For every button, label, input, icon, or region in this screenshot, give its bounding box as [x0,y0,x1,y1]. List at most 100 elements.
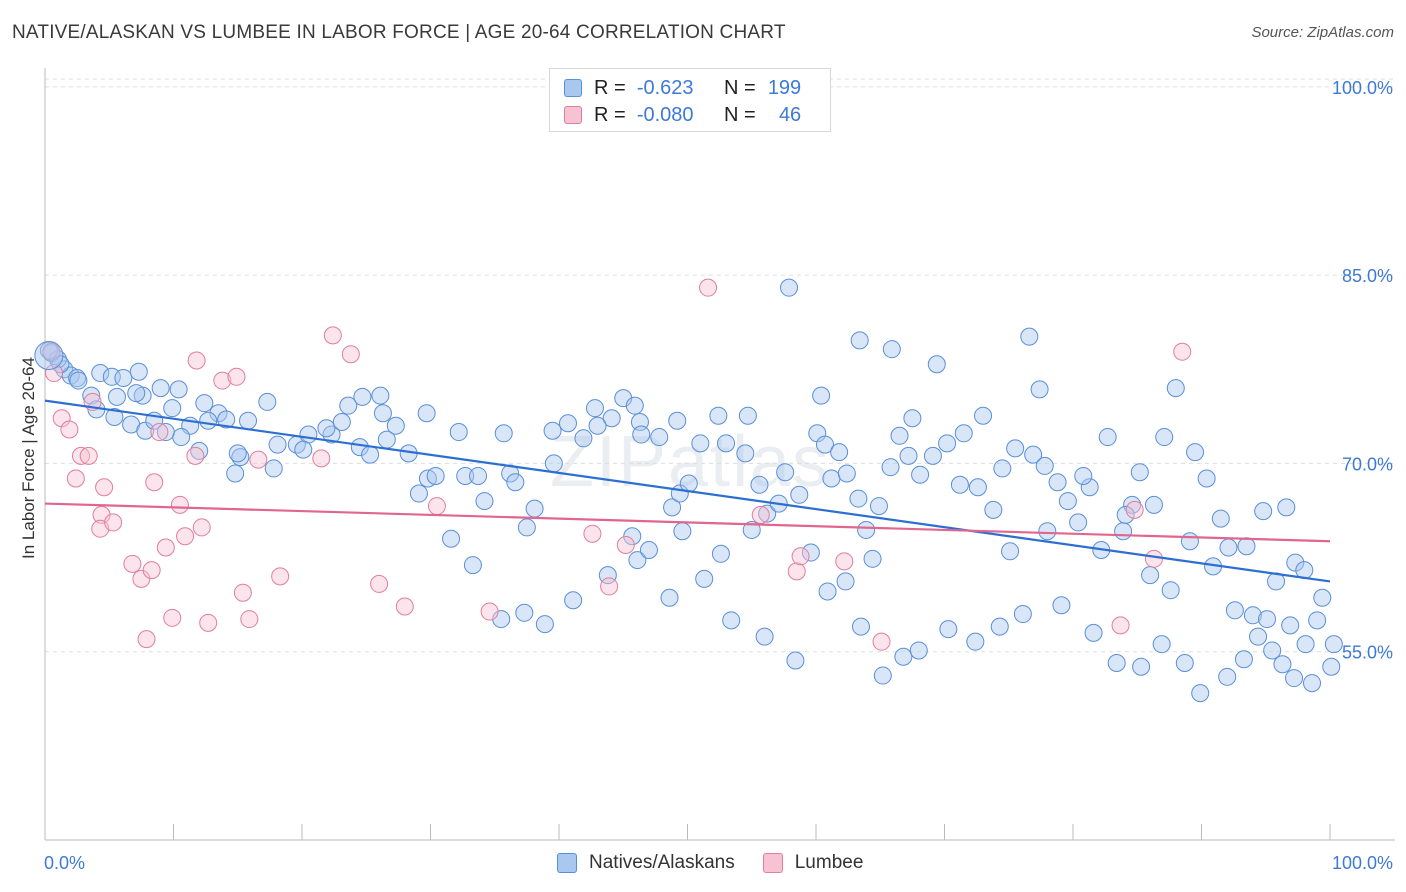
native-point [968,478,987,497]
lumbee-point [187,351,206,370]
native-point [863,549,882,568]
native-point [1006,439,1025,458]
native-point [873,666,892,685]
native-point [426,466,445,485]
native-point [1152,635,1171,654]
native-point [494,424,513,443]
native-point [469,466,488,485]
native-point [1197,469,1216,488]
native-point [1273,655,1292,674]
lumbee-point [71,446,90,465]
native-point [69,371,88,390]
native-point [151,379,170,398]
lumbee-point [176,527,195,546]
native-point [105,407,124,426]
native-point [91,364,110,383]
native-point [750,475,769,494]
bottom-legend-label-natives: Natives/Alaskans [589,852,735,873]
chart-title: NATIVE/ALASKAN VS LUMBEE IN LABOR FORCE … [12,22,786,43]
native-point [217,410,236,429]
native-point [1084,623,1103,642]
native-point [639,541,658,560]
native-point [264,459,283,478]
lumbee-point [240,610,259,629]
native-point [558,414,577,433]
native-point [822,469,841,488]
lumbee-point [1144,549,1163,568]
native-point [899,446,918,465]
native-point [1322,657,1341,676]
native-point [1069,513,1088,532]
legend-r-value-lumbee: -0.080 [636,103,694,126]
axes [44,68,1395,841]
native-point [786,651,805,670]
native-point [882,340,901,359]
native-point [1324,635,1343,654]
native-point [650,428,669,447]
native-point [1285,669,1304,688]
x-tick-label: 0.0% [44,853,85,873]
bottom-legend: Natives/Alaskans Lumbee [557,852,891,874]
native-point [501,464,520,483]
native-point [456,466,475,485]
native-point [409,484,428,503]
lumbee-point [104,513,123,532]
native-point [442,529,461,548]
lumbee-point [60,420,79,439]
lumbee-point [199,613,218,632]
native-point [1130,463,1149,482]
native-point [172,428,191,447]
native-point [1020,327,1039,346]
native-point [1155,428,1174,447]
native-point [758,504,777,523]
lumbee-point [156,538,175,557]
native-point [790,485,809,504]
watermark: ZIPatlas [550,400,830,508]
lumbee-point [600,577,619,596]
legend-row-lumbee: R = -0.080 N = 46 [564,103,801,127]
y-tick-label: 55.0% [1342,643,1393,663]
native-point [623,527,642,546]
lumbee-point [271,567,290,586]
native-point [894,647,913,666]
legend-n-label: N = [723,103,756,126]
native-point [736,444,755,463]
native-point [660,588,679,607]
native-point [830,443,849,462]
lumbee-point [142,561,161,580]
y-tick-label: 100.0% [1332,78,1393,98]
native-point [911,465,930,484]
trend-lines [44,399,1331,583]
native-point [1296,635,1315,654]
native-point [1175,654,1194,673]
native-point [163,399,182,418]
lumbee-point [145,473,164,492]
source-label: Source: ZipAtlas.com [1251,24,1394,41]
lumbee-point [616,536,635,555]
native-point [1303,674,1322,693]
lumbee-point [186,446,205,465]
native-point [1114,522,1133,541]
legend-r-label: R = [594,76,626,99]
native-point [127,384,146,403]
native-point [535,615,554,634]
native-point [195,394,214,413]
native-point [1116,505,1135,524]
legend-n-value-natives: 199 [767,76,802,99]
legend: R = -0.623 N = 199 R = -0.080 N = 46 [549,68,831,132]
native-point [169,380,188,399]
lumbee-point [583,524,602,543]
native-point [107,387,126,406]
native-point [1144,495,1163,514]
lumbee-point [1111,616,1130,635]
native-point [717,434,736,453]
native-point [776,463,795,482]
native-point [1141,566,1160,585]
lumbee-point [79,446,98,465]
native-point [588,416,607,435]
native-point-large [34,340,64,370]
native-point [1161,581,1180,600]
native-point [574,429,593,448]
native-point [1074,466,1093,485]
